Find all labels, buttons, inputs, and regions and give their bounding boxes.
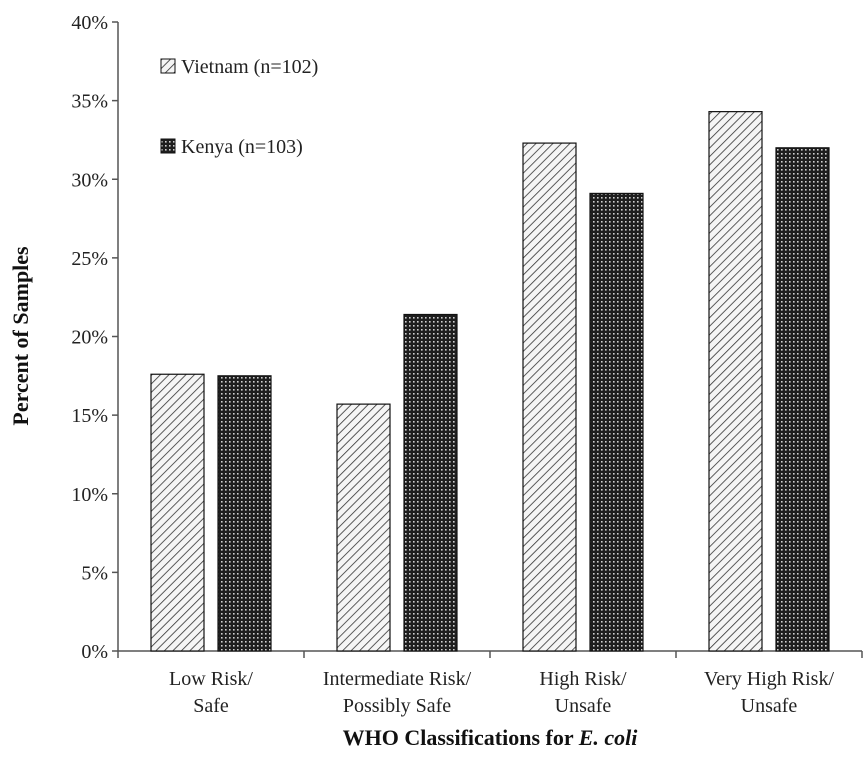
bar-vietnam-1 <box>150 373 205 652</box>
x-axis-ticks <box>117 651 863 658</box>
x-category-label-line: Unsafe <box>741 695 798 717</box>
bar-kenya-2 <box>403 313 458 652</box>
y-tick-label: 25% <box>71 248 108 270</box>
x-category-label-line: Low Risk/ <box>169 668 253 690</box>
y-tick-label: 10% <box>71 484 108 506</box>
x-category-label: High Risk/Unsafe <box>539 668 627 717</box>
bar-kenya-4 <box>775 147 830 652</box>
y-tick-label: 15% <box>71 405 108 427</box>
x-category-label-line: Intermediate Risk/ <box>323 668 472 690</box>
legend-swatch-vietnam <box>160 58 176 74</box>
x-category-label-line: Very High Risk/ <box>704 668 834 690</box>
y-axis-ticks: 0% 5% 10% 15% 20% 25% 30% 35% 40% <box>71 12 118 663</box>
bars-group <box>150 111 830 652</box>
legend-label-vietnam: Vietnam (n=102) <box>181 56 318 78</box>
x-category-label-line: High Risk/ <box>539 668 627 690</box>
legend: Vietnam (n=102) Kenya (n=103) <box>160 56 318 158</box>
y-tick-label: 5% <box>81 562 108 584</box>
bar-vietnam-3 <box>522 142 577 652</box>
bar-kenya-1 <box>217 375 272 652</box>
y-axis-title: Percent of Samples <box>8 246 33 426</box>
x-category-label-line: Unsafe <box>555 695 612 717</box>
category-labels: Low Risk/Safe Intermediate Risk/Possibly … <box>169 668 834 717</box>
bar-kenya-3 <box>589 192 644 652</box>
y-tick-label: 30% <box>71 169 108 191</box>
x-category-label: Low Risk/Safe <box>169 668 253 717</box>
x-category-label-line: Possibly Safe <box>343 695 451 717</box>
legend-swatch-kenya <box>160 138 176 154</box>
x-category-label: Very High Risk/Unsafe <box>704 668 834 717</box>
y-tick-label: 20% <box>71 327 108 349</box>
x-axis-title-prefix: WHO Classifications for <box>343 725 579 750</box>
x-category-label-line: Safe <box>193 695 229 717</box>
x-axis-title-italic: E. coli <box>578 725 639 750</box>
x-axis-title: WHO Classifications for E. coli <box>343 725 639 750</box>
bar-vietnam-4 <box>708 111 763 652</box>
bar-vietnam-2 <box>336 403 391 652</box>
y-tick-label: 40% <box>71 12 108 34</box>
x-category-label: Intermediate Risk/Possibly Safe <box>323 668 472 717</box>
y-tick-label: 35% <box>71 91 108 113</box>
legend-label-kenya: Kenya (n=103) <box>181 136 303 158</box>
y-tick-label: 0% <box>81 641 108 663</box>
